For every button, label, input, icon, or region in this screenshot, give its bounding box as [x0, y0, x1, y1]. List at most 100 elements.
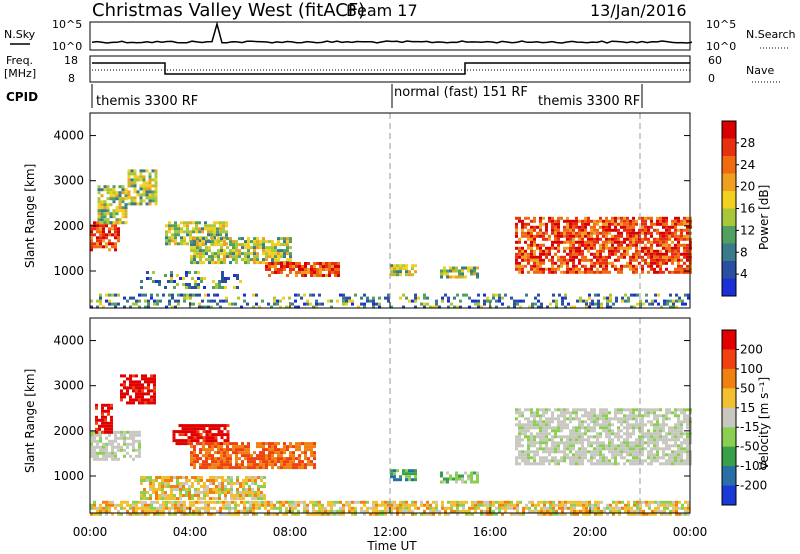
power-cell: [190, 243, 193, 247]
velocity-cell: [108, 433, 111, 437]
velocity-cell: [495, 506, 498, 510]
power-cell: [651, 299, 654, 303]
velocity-cell: [545, 423, 548, 427]
power-cell: [334, 271, 337, 274]
power-cell: [177, 227, 180, 231]
velocity-cell: [518, 435, 521, 439]
power-cell: [402, 293, 405, 297]
velocity-cell: [264, 512, 267, 516]
velocity-cell: [144, 503, 147, 507]
velocity-cell: [327, 503, 330, 507]
velocity-cell: [402, 472, 405, 476]
velocity-cell: [264, 503, 267, 507]
velocity-cell: [140, 491, 143, 494]
power-cell: [665, 228, 668, 232]
beam-label: Beam 17: [346, 1, 418, 20]
power-cell: [557, 240, 560, 244]
power-cell: [530, 249, 533, 253]
power-cell: [605, 240, 608, 244]
power-cell: [566, 219, 569, 223]
power-cell: [635, 243, 638, 247]
velocity-cell: [585, 512, 588, 516]
velocity-cell: [686, 447, 689, 451]
velocity-cell: [102, 454, 105, 458]
power-cell: [629, 234, 632, 238]
velocity-cell: [231, 506, 234, 510]
velocity-cell: [527, 420, 530, 424]
velocity-cell: [144, 380, 147, 384]
velocity-cell: [264, 500, 267, 504]
power-cell: [464, 266, 467, 270]
power-cell: [222, 224, 225, 228]
velocity-cell: [576, 503, 579, 507]
velocity-cell: [629, 432, 632, 436]
power-cell: [360, 296, 363, 300]
velocity-cell: [101, 409, 104, 413]
power-cell: [141, 293, 144, 297]
power-cell: [297, 293, 300, 297]
power-cell: [632, 219, 635, 223]
velocity-cell: [623, 441, 626, 445]
power-cell: [614, 264, 617, 268]
velocity-cell: [190, 454, 193, 458]
velocity-cell: [411, 509, 414, 513]
velocity-cell: [279, 506, 282, 510]
power-ylabel: Slant Range [km]: [23, 164, 37, 268]
velocity-cell: [674, 462, 677, 466]
velocity-cell: [432, 512, 435, 516]
velocity-cell: [596, 459, 599, 463]
velocity-cell: [167, 494, 170, 497]
velocity-cell: [144, 377, 147, 381]
velocity-cell: [194, 494, 197, 497]
power-cell: [635, 267, 638, 271]
velocity-cell: [211, 424, 215, 428]
velocity-cell: [292, 445, 295, 449]
power-cell: [608, 222, 611, 226]
velocity-cell: [611, 423, 614, 427]
velocity-cell: [666, 503, 669, 507]
velocity-cell: [193, 445, 196, 449]
power-cell: [563, 225, 566, 229]
velocity-cell: [190, 451, 193, 455]
velocity-cell: [605, 462, 608, 466]
power-cell: [605, 246, 608, 250]
power-cell: [530, 225, 533, 229]
velocity-cell: [242, 488, 245, 491]
velocity-cell: [599, 441, 602, 445]
power-cell: [609, 296, 612, 300]
power-cell: [177, 224, 180, 228]
velocity-cell: [638, 414, 641, 418]
velocity-cell: [617, 444, 620, 448]
velocity-cell: [129, 383, 132, 387]
power-cell: [677, 255, 680, 259]
power-cell: [253, 261, 256, 265]
velocity-cell: [498, 500, 501, 504]
power-cell: [453, 305, 456, 309]
velocity-cell: [242, 491, 245, 494]
power-cell: [590, 228, 593, 232]
power-cell: [674, 246, 677, 250]
velocity-cell: [590, 426, 593, 430]
velocity-cell: [164, 494, 167, 497]
power-cell: [581, 270, 584, 274]
velocity-cell: [167, 482, 170, 485]
velocity-cell: [435, 503, 438, 507]
power-cell: [133, 199, 137, 203]
velocity-cell: [551, 441, 554, 445]
velocity-cell: [189, 503, 192, 507]
velocity-cell: [307, 445, 310, 449]
power-cell: [168, 299, 171, 303]
velocity-cell: [633, 503, 636, 507]
velocity-cell: [539, 438, 542, 442]
velocity-cell: [569, 444, 572, 448]
power-cell: [114, 305, 117, 309]
power-cell: [534, 302, 537, 306]
power-cell: [572, 261, 575, 265]
power-cell: [244, 255, 247, 259]
velocity-cell: [390, 509, 393, 513]
power-cell: [683, 249, 686, 253]
velocity-cell: [199, 433, 203, 437]
power-cell: [557, 237, 560, 241]
velocity-cell: [551, 411, 554, 415]
